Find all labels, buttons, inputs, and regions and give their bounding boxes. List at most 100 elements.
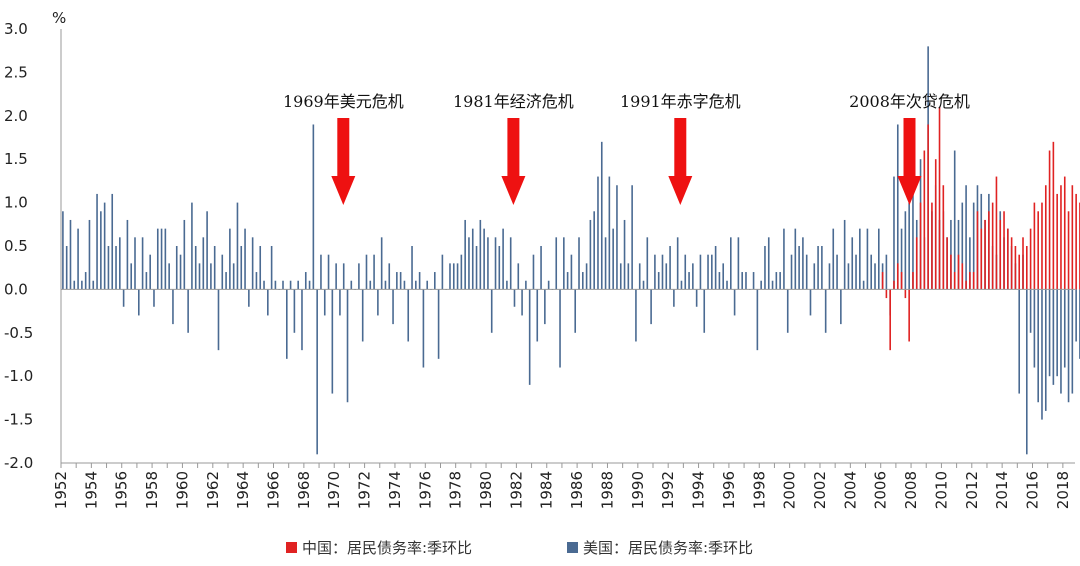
us-bar — [202, 237, 205, 290]
us-bar — [673, 289, 675, 307]
china-bar — [934, 159, 937, 290]
china-bar — [1010, 237, 1013, 290]
china-bar — [889, 289, 891, 351]
x-tick-label: 2008 — [902, 471, 920, 509]
us-bar — [703, 289, 706, 333]
us-bar — [100, 211, 102, 290]
us-bar — [790, 254, 793, 290]
china-bar — [1044, 185, 1047, 290]
legend-swatch-us — [567, 542, 578, 553]
us-bar — [377, 289, 379, 316]
us-bar — [786, 289, 789, 333]
us-bar — [525, 280, 527, 290]
us-bar — [600, 141, 603, 290]
china-bar — [980, 228, 983, 290]
x-tick-label: 2002 — [811, 471, 829, 509]
china-bar — [1063, 176, 1066, 290]
us-bar — [369, 280, 372, 290]
us-bar — [350, 280, 353, 290]
x-tick-label: 1964 — [234, 471, 252, 509]
us-bar — [81, 280, 83, 290]
us-bar — [198, 263, 201, 290]
us-bar — [213, 246, 216, 290]
us-bar — [555, 237, 558, 290]
x-tick-label: 1954 — [82, 471, 100, 509]
china-bar — [904, 289, 907, 299]
us-bar — [627, 263, 630, 290]
us-bar — [217, 289, 220, 351]
us-bar — [232, 263, 235, 290]
us-bar — [536, 289, 539, 342]
us-bar — [847, 263, 850, 290]
x-tick-label: 1988 — [599, 471, 617, 509]
us-bar — [866, 228, 869, 290]
us-bar — [145, 272, 148, 290]
china-bar — [995, 176, 998, 290]
x-tick-label: 1994 — [690, 471, 708, 509]
us-bar — [817, 246, 819, 290]
us-bar — [908, 202, 910, 290]
us-bar — [638, 263, 641, 290]
us-bar — [141, 237, 144, 290]
us-bar — [164, 228, 167, 290]
x-tick-label: 2016 — [1024, 471, 1042, 509]
us-bar — [904, 211, 907, 290]
china-bar — [1048, 150, 1051, 290]
us-bar — [623, 219, 626, 290]
us-bar — [236, 202, 239, 290]
us-bar — [483, 228, 485, 290]
china-bar — [912, 272, 914, 290]
us-bar — [1060, 289, 1062, 394]
china-bar — [984, 219, 986, 290]
us-bar — [119, 237, 121, 290]
us-bar — [661, 254, 664, 290]
us-bar — [92, 280, 95, 290]
us-bar — [972, 202, 975, 290]
us-bar — [471, 228, 474, 290]
us-bar — [267, 289, 269, 316]
us-bar — [156, 228, 159, 290]
us-bar — [730, 237, 732, 290]
us-bar — [415, 280, 417, 290]
us-bar — [422, 289, 425, 368]
us-bar — [878, 228, 880, 290]
y-unit-label: % — [52, 9, 66, 27]
us-bar — [160, 228, 163, 290]
us-bar — [680, 280, 683, 290]
china-bar — [1026, 246, 1028, 290]
legend-label-us: 美国：居民债务率:季环比 — [583, 539, 753, 557]
china-bar — [976, 211, 979, 290]
us-bar — [1075, 289, 1077, 342]
us-bar — [635, 289, 637, 342]
us-bar — [229, 228, 231, 290]
us-bar — [855, 254, 857, 290]
us-bar — [711, 254, 713, 290]
us-bar — [885, 254, 888, 290]
us-bar — [168, 263, 170, 290]
us-bar — [616, 185, 618, 290]
china-bar — [991, 202, 994, 290]
us-bar — [111, 193, 114, 290]
x-tick-label: 1968 — [295, 471, 313, 509]
x-tick-label: 2012 — [963, 471, 981, 509]
us-bar — [388, 263, 391, 290]
us-bar — [722, 263, 725, 290]
us-bar — [802, 237, 804, 290]
us-bar — [612, 228, 614, 290]
us-bar — [1044, 289, 1047, 411]
us-bar — [407, 289, 410, 342]
x-tick-label: 1980 — [477, 471, 495, 509]
us-bar — [130, 263, 133, 290]
us-bar — [464, 219, 466, 290]
us-bar — [452, 263, 455, 290]
china-bar — [885, 289, 888, 299]
y-tick-label: -1.0 — [4, 367, 33, 385]
us-bar — [798, 246, 800, 290]
us-bar — [764, 246, 766, 290]
x-tick-label: 2006 — [872, 471, 890, 509]
us-bar — [574, 289, 577, 333]
us-bar — [191, 202, 193, 290]
us-bar — [737, 237, 740, 290]
us-bar — [115, 246, 117, 290]
